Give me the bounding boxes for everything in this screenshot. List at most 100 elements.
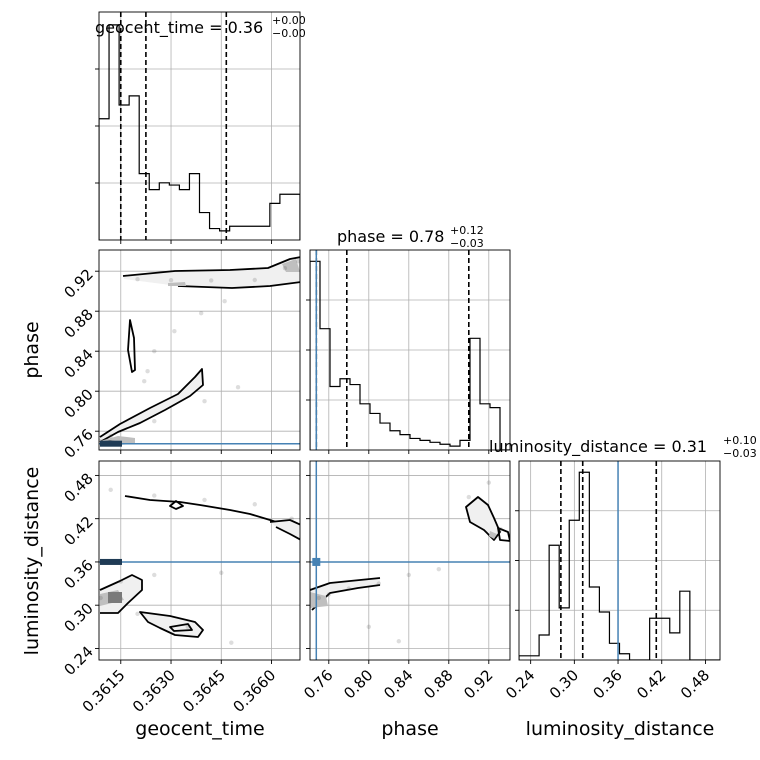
panel-frame [98, 249, 301, 451]
panel-frame [309, 460, 511, 661]
title-sub: −0.03 [723, 447, 757, 460]
title-sup: +0.00 [272, 14, 306, 27]
sample-point [316, 595, 321, 601]
scatter-points [99, 259, 300, 444]
xlabel-phase: phase [381, 718, 438, 740]
sample-point [209, 278, 214, 283]
xtick-label-phase: 0.84 [380, 666, 416, 702]
sample-point [108, 434, 113, 439]
sample-point [229, 640, 234, 645]
xtick-label-luminosity_distance: 0.30 [546, 666, 582, 702]
sample-point [172, 329, 177, 334]
sample-point [198, 311, 204, 316]
title-sub: −0.00 [272, 27, 306, 40]
sample-point [145, 369, 150, 374]
title-phase: phase = 0.78 +0.12 −0.03 [337, 224, 484, 250]
xlabel-luminosity-distance: luminosity_distance [526, 718, 715, 740]
hist-panel-phase [306, 249, 511, 454]
sample-point [152, 419, 157, 424]
contour-pl-right-edge [497, 527, 510, 542]
sample-point [466, 494, 471, 500]
truth-marker-edge [100, 440, 122, 447]
sample-point [326, 592, 331, 597]
sample-point [436, 566, 441, 572]
sample-point [282, 266, 288, 271]
title-sub: −0.03 [450, 237, 484, 250]
sample-point [486, 480, 491, 485]
sample-point [498, 527, 503, 532]
sample-point [202, 399, 207, 404]
contour-upper-core [168, 282, 186, 286]
sample-point [152, 349, 157, 354]
ylabel-luminosity-distance: luminosity_distance [21, 467, 43, 656]
contour-tl-top [124, 495, 300, 541]
ytick-label-luminosity_distance: 0.42 [60, 513, 96, 549]
ytick-label-luminosity_distance: 0.24 [60, 643, 96, 679]
xtick-label-phase: 0.88 [420, 666, 456, 702]
sample-point [235, 385, 241, 390]
sample-point [142, 379, 147, 384]
title-main: phase = 0.78 [337, 227, 444, 246]
ytick-label-phase: 0.84 [60, 345, 96, 381]
panel-geocent_time-vs-luminosity_distance [95, 460, 301, 664]
scatter-points [316, 480, 503, 644]
sample-point [376, 581, 381, 586]
sample-point [108, 487, 113, 493]
panel-phase-vs-luminosity_distance [306, 460, 511, 664]
gridlines [99, 12, 720, 660]
xtick-label-luminosity_distance: 0.48 [677, 666, 713, 702]
sample-point [252, 277, 257, 283]
xtick-label-luminosity_distance: 0.24 [502, 666, 538, 702]
sample-point [346, 586, 351, 591]
xtick-label-phase: 0.80 [340, 666, 376, 702]
xtick-label-luminosity_distance: 0.36 [590, 666, 626, 702]
sample-point [135, 611, 140, 617]
sample-point [99, 595, 103, 601]
sample-point [296, 259, 300, 264]
ytick-label-phase: 0.88 [60, 305, 96, 341]
contour-pl-right-line [465, 496, 501, 541]
contour-tl-lower-core [169, 623, 193, 632]
xtick-label-geocent_time: 0.3630 [129, 666, 179, 716]
sample-point [396, 639, 401, 644]
title-sup: +0.10 [723, 434, 757, 447]
sample-point [152, 493, 157, 498]
scatter-points [99, 487, 294, 645]
xlabel-geocent-time: geocent_time [135, 718, 264, 740]
contour-tl-top-pod [169, 500, 184, 510]
xtick-label-phase: 0.76 [300, 666, 336, 702]
svg-text:geocent_time = 0.36: geocent_time = 0.36 [95, 18, 263, 38]
contour-pl-right-core [489, 531, 497, 539]
xtick-label-geocent_time: 0.3615 [79, 666, 129, 716]
sample-point [185, 624, 190, 630]
panels [95, 11, 721, 664]
xtick-label-luminosity_distance: 0.42 [633, 666, 669, 702]
contour-tl-main-line [99, 574, 143, 614]
contour-pl-core [310, 592, 328, 608]
xtick-label-phase: 0.92 [460, 666, 496, 702]
ytick-label-luminosity_distance: 0.30 [60, 599, 96, 635]
panel-frame [98, 460, 301, 661]
sample-point [406, 572, 411, 578]
truth-point [312, 557, 321, 566]
contour-tl-main-dark [108, 592, 122, 603]
contour-upper-ridge-line [122, 256, 300, 289]
hist-panel-luminosity_distance [515, 460, 721, 664]
sample-point [366, 624, 371, 630]
contour-pl-band [310, 578, 380, 610]
xtick-label-geocent_time: 0.3645 [179, 666, 229, 716]
contour-tl-top-right-line [269, 519, 300, 541]
histogram-geocent_time [99, 24, 300, 240]
hist-panel-geocent_time [95, 11, 301, 244]
histogram-phase [310, 260, 510, 450]
sample-point [152, 572, 157, 578]
sample-point [252, 502, 257, 507]
contour-lower-band-line [99, 368, 204, 443]
ytick-label-luminosity_distance: 0.36 [60, 556, 96, 592]
panel-geocent_time-vs-phase [95, 249, 301, 454]
ylabel-phase: phase [21, 321, 43, 378]
histogram-luminosity_distance [519, 471, 720, 660]
ytick-label-phase: 0.80 [60, 385, 96, 421]
sample-point [135, 277, 140, 282]
sample-point [168, 278, 174, 283]
